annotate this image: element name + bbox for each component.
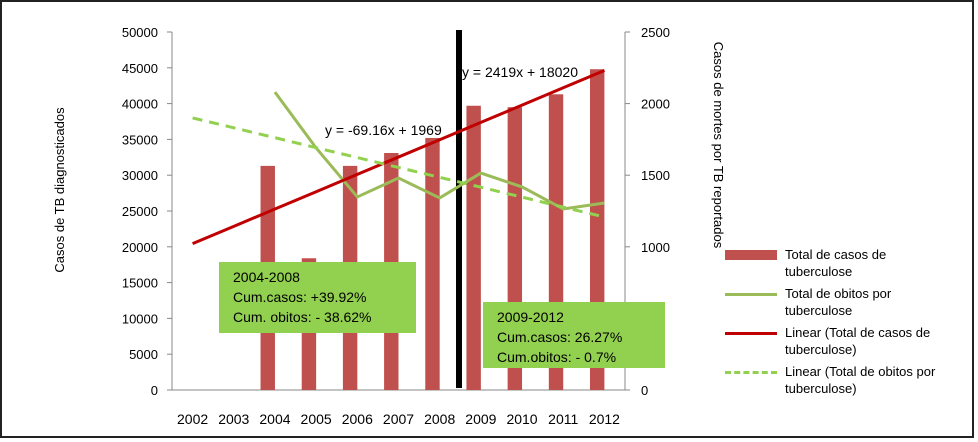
y-tick-label: 20000 <box>122 240 158 255</box>
legend-swatch <box>725 246 777 264</box>
legend-item: Linear (Total de obitos por tuberculose) <box>725 363 965 397</box>
series-line <box>192 116 605 219</box>
annotation-text: Cum.casos: 26.27% <box>497 329 622 345</box>
bar <box>425 137 440 390</box>
x-tick-label: 2006 <box>342 411 373 427</box>
legend-label: Linear (Total de obitos por tuberculose) <box>785 364 936 396</box>
y-tick-label: 50000 <box>122 25 158 40</box>
y2-tick-label: 1000 <box>641 240 670 255</box>
x-tick-label: 2007 <box>383 411 414 427</box>
y-tick-label: 10000 <box>122 311 158 326</box>
series-line <box>192 69 605 246</box>
y-axis-title: Casos de TB diagnosticados <box>52 107 67 273</box>
legend: Total de casos de tuberculose Total de ob… <box>725 246 965 402</box>
trend-equation: y = -69.16x + 1969 <box>325 122 442 138</box>
bar <box>466 105 481 391</box>
y-tick-label: 25000 <box>122 204 158 219</box>
legend-item: Total de casos de tuberculose <box>725 246 965 280</box>
series-line <box>273 91 605 211</box>
y-tick-label: 35000 <box>122 132 158 147</box>
y-tick-label: 40000 <box>122 97 158 112</box>
y2-tick-label: 2000 <box>641 97 670 112</box>
y-tick-label: 30000 <box>122 168 158 183</box>
x-tick-label: 2003 <box>218 411 249 427</box>
legend-label: Total de obitos por tuberculose <box>785 286 892 318</box>
legend-item: Total de obitos por tuberculose <box>725 285 965 319</box>
legend-label: Total de casos de tuberculose <box>785 247 887 279</box>
annotation-text: 2004-2008 <box>233 269 300 285</box>
legend-swatch <box>725 324 777 342</box>
x-tick-label: 2004 <box>259 411 290 427</box>
annotation-box <box>483 302 665 368</box>
trend-equation: y = 2419x + 18020 <box>462 64 578 80</box>
annotation-text: Cum.casos: +39.92% <box>233 289 366 305</box>
y-tick-label: 0 <box>151 383 158 398</box>
y2-axis-title-box: Casos de mortes por TB reportados <box>711 41 726 249</box>
y2-axis-title: Casos de mortes por TB reportados <box>711 41 726 249</box>
x-tick-label: 2009 <box>465 411 496 427</box>
x-tick-label: 2011 <box>548 411 578 427</box>
x-tick-label: 2008 <box>424 411 455 427</box>
x-tick-label: 2010 <box>506 411 537 427</box>
annotation-box <box>219 262 416 333</box>
y-tick-label: 15000 <box>122 276 158 291</box>
x-tick-label: 2005 <box>301 411 332 427</box>
legend-label: Linear (Total de casos de tuberculose) <box>785 325 931 357</box>
annotation-text: 2009-2012 <box>497 309 564 325</box>
y2-tick-label: 1500 <box>641 168 670 183</box>
legend-item: Linear (Total de casos de tuberculose) <box>725 324 965 358</box>
x-tick-label: 2002 <box>177 411 208 427</box>
y-tick-label: 45000 <box>122 61 158 76</box>
annotation-text: Cum. obitos: - 38.62% <box>233 309 372 325</box>
legend-swatch <box>725 285 777 303</box>
y2-tick-label: 2500 <box>641 25 670 40</box>
annotation-text: Cum.obitos: - 0.7% <box>497 349 616 365</box>
y-tick-label: 5000 <box>129 347 158 362</box>
legend-swatch <box>725 363 777 381</box>
x-tick-label: 2012 <box>589 411 620 427</box>
y2-tick-label: 0 <box>641 383 648 398</box>
